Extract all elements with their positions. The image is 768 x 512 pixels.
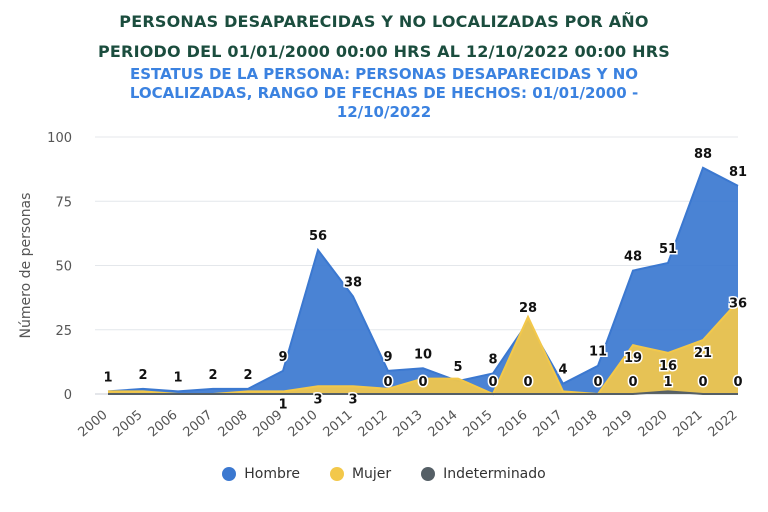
legend-item-indeterminado[interactable]: Indeterminado [421,466,546,482]
legend-label-indeterminado: Indeterminado [443,466,546,482]
data-label-inner: 36 [729,296,747,311]
line-indeterminado [108,390,738,395]
data-label-inner: 0 [418,375,427,390]
x-tick-label: 2005 [111,408,146,441]
data-label-hombre: 10 [414,347,432,362]
chart-subtitle: PERIODO DEL 01/01/2000 00:00 HRS AL 12/1… [98,42,670,61]
data-label-inner: 16 [659,359,677,374]
x-tick-label: 2014 [426,408,461,441]
data-label-hombre: 2 [138,368,147,383]
legend-label-mujer: Mujer [351,466,392,482]
x-tick-label: 2018 [566,408,601,441]
data-label-inner: 0 [523,375,532,390]
area-mujer [108,301,738,394]
data-label-hombre: 4 [558,363,567,378]
x-tick-label: 2000 [76,408,111,441]
data-label-hombre: 5 [453,360,462,375]
x-tick-label: 2013 [391,408,426,441]
data-label-hombre: 2 [208,368,217,383]
x-tick-label: 2016 [496,408,531,441]
data-label-inner: 0 [628,375,637,390]
data-label-hombre: 1 [173,370,182,385]
status-line-3: 12/10/2022 [336,103,432,121]
area-indeterminado [108,391,738,394]
data-label-hombre: 9 [383,350,392,365]
data-label-inner: 19 [624,351,642,366]
chart-title: PERSONAS DESAPARECIDAS Y NO LOCALIZADAS … [119,12,649,31]
data-label-inner: 0 [383,375,392,390]
data-label-hombre: 48 [624,250,642,265]
data-label-hombre: 11 [589,345,607,360]
y-tick-label: 25 [55,324,72,339]
x-tick-label: 2015 [461,408,496,441]
line-hombre [107,166,739,393]
x-tick-label: 2006 [146,408,181,441]
data-label-inner: 0 [488,375,497,390]
x-tick-label: 2022 [706,408,741,441]
x-tick-label: 2019 [601,408,636,441]
status-line-2: LOCALIZADAS, RANGO DE FECHAS DE HECHOS: … [129,84,639,102]
x-tick-label: 2017 [531,408,566,441]
data-label-inner: 1 [278,397,287,412]
legend-item-hombre[interactable]: Hombre [222,466,300,482]
legend-item-mujer[interactable]: Mujer [329,466,392,482]
status-line-1: ESTATUS DE LA PERSONA: PERSONAS DESAPARE… [129,65,639,83]
data-label-hombre: 8 [488,352,497,367]
x-tick-label: 2007 [181,408,216,441]
data-label-inner: 1 [663,375,672,390]
x-tick-label: 2020 [636,408,671,441]
data-label-hombre: 81 [729,165,747,180]
data-label-inner: 3 [348,392,357,407]
data-label-inner: 0 [698,375,707,390]
data-label-inner: 3 [313,392,322,407]
data-label-hombre: 1 [103,370,112,385]
data-label-hombre: 9 [278,350,287,365]
data-label-hombre: 28 [519,301,537,316]
data-label-inner: 21 [694,346,712,361]
y-tick-label: 100 [47,131,72,146]
x-tick-label: 2012 [356,408,391,441]
x-tick-label: 2021 [671,408,706,441]
x-tick-label: 2010 [286,408,321,441]
data-label-hombre: 88 [694,147,712,162]
y-axis-label: Número de personas [18,193,34,339]
data-label-inner: 0 [593,375,602,390]
legend: Hombre Mujer Indeterminado [0,466,768,482]
data-label-hombre: 38 [344,275,362,290]
y-tick-label: 50 [55,260,72,275]
x-tick-label: 2011 [321,408,356,441]
y-tick-label: 0 [64,388,72,403]
legend-label-hombre: Hombre [244,466,300,482]
legend-marker-indeterminado [421,467,436,481]
legend-marker-hombre [222,467,237,481]
x-tick-label: 2009 [251,408,286,441]
data-label-inner: 0 [733,375,742,390]
data-label-hombre: 56 [309,229,327,244]
y-tick-label: 75 [55,195,72,210]
data-label-hombre: 2 [243,368,252,383]
data-label-hombre: 51 [659,242,677,257]
x-tick-label: 2008 [216,408,251,441]
legend-marker-mujer [329,467,344,481]
